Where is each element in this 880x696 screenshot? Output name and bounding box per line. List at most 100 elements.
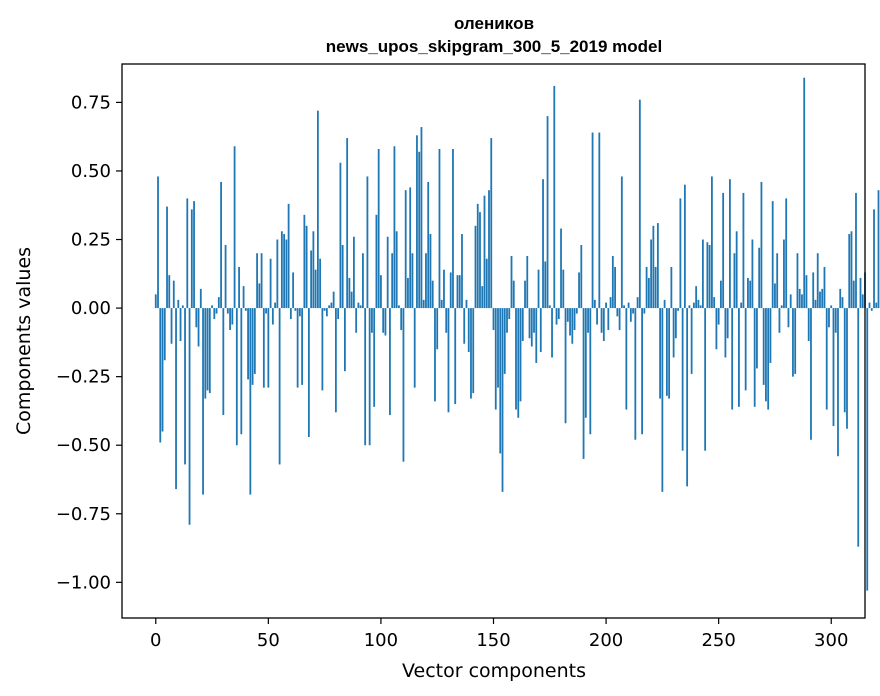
bar [312, 231, 315, 309]
bar [722, 192, 725, 309]
bar [665, 308, 668, 396]
bar [404, 190, 407, 309]
bar [359, 305, 362, 309]
y-axis-label: Components values [13, 247, 35, 435]
bar [364, 308, 367, 446]
bar [161, 308, 164, 432]
bar [465, 299, 468, 309]
bar [663, 299, 666, 309]
bar [600, 308, 603, 333]
bar [571, 308, 574, 344]
bar [287, 203, 290, 309]
bar [778, 308, 781, 333]
bar [497, 308, 499, 388]
bar [670, 266, 673, 309]
bar [688, 305, 691, 309]
bar [605, 302, 607, 309]
bar [625, 308, 628, 410]
bar [771, 201, 774, 309]
bar [382, 308, 385, 333]
bar [834, 308, 837, 333]
bar [440, 299, 443, 309]
bar [749, 280, 752, 309]
bar [215, 308, 218, 314]
bar [783, 239, 785, 309]
bar [431, 280, 434, 309]
bar [774, 283, 776, 309]
bar [560, 228, 562, 309]
y-tick-label: −0.25 [56, 367, 111, 388]
bar [677, 308, 680, 311]
bar [652, 225, 655, 309]
bar [841, 297, 844, 309]
bar [816, 253, 819, 309]
bar [641, 308, 643, 435]
bar [780, 305, 783, 309]
bar [253, 308, 256, 374]
bar [157, 176, 159, 309]
bar [289, 308, 292, 320]
bar [429, 234, 432, 309]
bar [875, 302, 878, 309]
bar [247, 308, 249, 380]
bar [181, 305, 184, 309]
bar [593, 299, 596, 309]
bar [767, 308, 770, 410]
bar [283, 234, 286, 309]
bar [499, 308, 502, 454]
bar [765, 308, 767, 402]
bar [346, 138, 349, 309]
bar [852, 280, 855, 309]
bar [542, 179, 544, 309]
bar [488, 190, 490, 309]
bar [832, 308, 835, 427]
bar [598, 132, 601, 309]
bar [711, 176, 713, 309]
bar [607, 308, 610, 331]
bar [229, 308, 231, 331]
bar [539, 308, 542, 352]
bar [618, 308, 621, 331]
bar [638, 99, 641, 309]
bar [422, 299, 425, 309]
bar [454, 308, 457, 405]
bar [510, 255, 513, 309]
bar [584, 308, 587, 418]
bar [850, 231, 853, 309]
bar [740, 302, 743, 309]
bar [443, 269, 445, 309]
x-tick-label: 150 [476, 630, 510, 651]
bar [256, 253, 258, 309]
bar [729, 179, 731, 309]
bar [839, 288, 842, 309]
bar [692, 302, 695, 309]
bar [620, 176, 623, 309]
bar [303, 214, 306, 309]
bar [661, 308, 664, 492]
bar [177, 299, 180, 309]
x-tick-label: 300 [814, 630, 848, 651]
bar [328, 305, 331, 309]
bar [789, 294, 792, 309]
bar [503, 308, 506, 374]
bar [582, 308, 585, 459]
bar [587, 308, 589, 333]
bar [231, 308, 234, 325]
bar [355, 308, 358, 333]
x-tick-label: 0 [150, 630, 161, 651]
bar [294, 308, 297, 311]
bar [458, 275, 461, 309]
bar [436, 308, 439, 350]
bar [843, 308, 846, 413]
bar [742, 192, 745, 309]
bar [776, 253, 779, 309]
bar [825, 308, 828, 410]
bar [371, 308, 373, 333]
bar [701, 239, 704, 309]
bar [578, 272, 580, 309]
y-tick-label: 0.75 [71, 92, 111, 113]
bar [310, 250, 313, 309]
bar [785, 198, 788, 309]
bar [623, 305, 625, 309]
